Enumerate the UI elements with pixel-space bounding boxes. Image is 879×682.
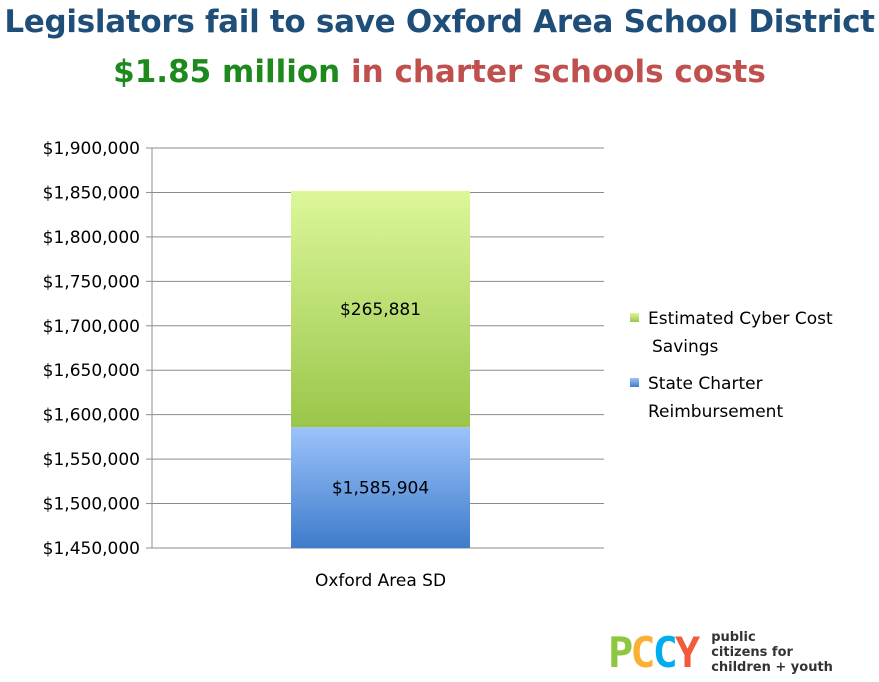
y-tick-label: $1,550,000 bbox=[43, 450, 140, 470]
logo-line: children + youth bbox=[711, 660, 833, 675]
logo-line: public bbox=[711, 630, 756, 645]
y-tick-label: $1,850,000 bbox=[43, 183, 140, 203]
y-tick-label: $1,800,000 bbox=[43, 228, 140, 248]
logo-letter: P bbox=[608, 627, 633, 677]
subtitle-text: in charter schools costs bbox=[351, 54, 766, 90]
subtitle-amount: $1.85 million bbox=[113, 54, 341, 90]
chart-subtitle: $1.85 million in charter schools costs bbox=[0, 54, 879, 90]
logo-text: public citizens for children + youth bbox=[711, 630, 833, 675]
pccy-logo: PCCY public citizens for children + yout… bbox=[608, 630, 833, 675]
legend-swatch-reimbursement bbox=[630, 378, 639, 387]
y-tick-label: $1,750,000 bbox=[43, 272, 140, 292]
legend-label-cyber-2: Savings bbox=[652, 337, 719, 357]
y-tick-label: $1,600,000 bbox=[43, 406, 140, 426]
y-tick-label: $1,650,000 bbox=[43, 361, 140, 381]
bar-cyber-savings bbox=[291, 190, 470, 428]
bar-reimbursement bbox=[291, 427, 470, 548]
logo-letters: PCCY bbox=[608, 631, 700, 674]
legend-label-reimbursement: State Charter bbox=[648, 374, 763, 394]
chart-title: Legislators fail to save Oxford Area Sch… bbox=[4, 4, 875, 40]
data-label: $1,585,904 bbox=[332, 479, 429, 499]
x-tick-label: Oxford Area SD bbox=[315, 571, 446, 591]
y-tick-label: $1,900,000 bbox=[43, 139, 140, 159]
y-tick-label: $1,500,000 bbox=[43, 495, 140, 515]
logo-letter: C bbox=[652, 627, 678, 677]
y-tick-label: $1,700,000 bbox=[43, 317, 140, 337]
legend-label-reimbursement-2: Reimbursement bbox=[648, 402, 783, 422]
logo-line: citizens for bbox=[711, 645, 793, 660]
legend-label-cyber: Estimated Cyber Cost bbox=[648, 309, 833, 329]
data-label: $265,881 bbox=[340, 300, 421, 320]
logo-letter: Y bbox=[674, 627, 700, 677]
legend-swatch-cyber bbox=[630, 313, 639, 322]
logo-letter: C bbox=[630, 627, 655, 677]
y-tick-label: $1,450,000 bbox=[43, 539, 140, 559]
